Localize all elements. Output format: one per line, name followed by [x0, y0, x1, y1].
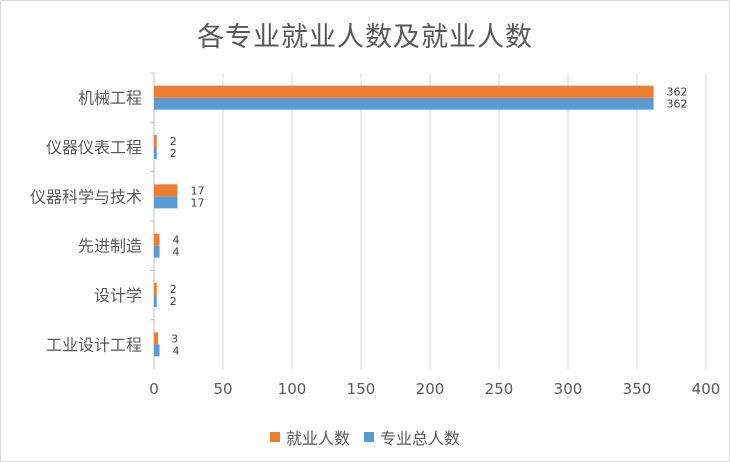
data-label: 2	[170, 295, 177, 308]
category-label: 设计学	[94, 286, 142, 305]
x-tick-label: 250	[485, 380, 514, 398]
bar	[154, 85, 654, 98]
x-tick-label: 150	[347, 380, 376, 398]
legend: 就业人数 专业总人数	[1, 425, 729, 449]
bar	[154, 135, 157, 147]
category-label: 仪器仪表工程	[46, 138, 142, 157]
data-label: 362	[667, 86, 688, 99]
data-label: 17	[190, 196, 204, 209]
data-label: 2	[170, 135, 177, 148]
bar	[154, 184, 178, 197]
bar	[154, 147, 157, 159]
bar	[154, 245, 160, 258]
category-label: 工业设计工程	[46, 335, 142, 354]
data-label: 2	[170, 147, 177, 160]
legend-item-total: 专业总人数	[364, 425, 460, 449]
data-label: 3	[171, 332, 178, 345]
data-label: 2	[170, 283, 177, 296]
legend-label-total: 专业总人数	[380, 429, 461, 448]
bar	[154, 332, 159, 345]
data-label: 4	[173, 344, 180, 357]
bar	[154, 283, 157, 295]
x-tick-label: 400	[692, 380, 721, 398]
bar	[154, 196, 178, 209]
bar	[154, 295, 157, 307]
legend-item-employed: 就业人数	[269, 425, 350, 449]
category-label: 先进制造	[78, 237, 142, 256]
x-tick-label: 300	[554, 380, 583, 398]
x-tick-label: 0	[149, 380, 159, 398]
chart-title: 各专业就业人数及就业人数	[197, 22, 533, 53]
legend-swatch-total	[364, 432, 374, 442]
bar	[154, 233, 160, 246]
x-tick-label: 100	[278, 380, 307, 398]
legend-swatch-employed	[269, 432, 280, 442]
legend-label-employed: 就业人数	[285, 429, 350, 448]
x-tick-label: 350	[623, 380, 652, 398]
data-label: 4	[173, 234, 180, 247]
data-label: 362	[667, 98, 688, 111]
category-label: 仪器科学与技术	[30, 187, 142, 206]
x-tick-label: 200	[416, 380, 445, 398]
data-label: 4	[173, 246, 180, 259]
data-label: 17	[190, 184, 204, 197]
category-label: 机械工程	[78, 89, 142, 108]
bar	[154, 97, 654, 110]
x-tick-label: 50	[213, 380, 232, 398]
bar	[154, 344, 160, 357]
